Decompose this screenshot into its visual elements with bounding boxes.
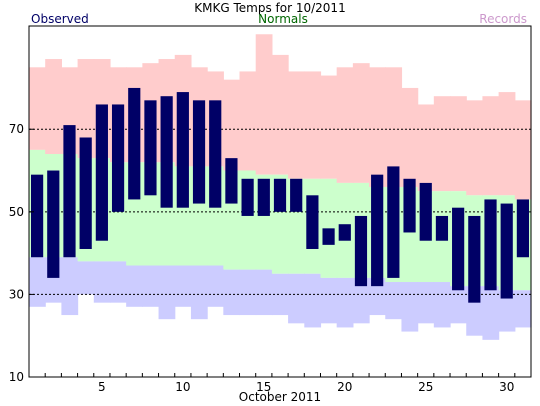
x-tick-label: 5 [98,380,106,394]
observed-bar [516,199,529,258]
record-low-band [352,277,370,324]
observed-bar [484,199,497,291]
record-low-band [93,261,111,303]
record-low-band [498,290,516,332]
record-high-band [45,59,62,155]
observed-bar [257,178,270,216]
observed-bar [128,87,141,200]
record-high-band [255,34,273,175]
x-tick-label: 25 [418,380,433,394]
record-low-band [288,273,305,324]
record-high-band [223,79,241,171]
record-high-band [288,71,305,179]
record-high-band [77,59,95,159]
observed-bar [111,104,125,212]
observed-bar [273,178,287,212]
chart-title: KMKG Temps for 10/2011 [194,1,345,15]
record-low-band [207,265,224,307]
legend-records: Records [479,12,527,26]
observed-bar [160,96,173,208]
x-tick-label: 30 [499,380,514,394]
observed-bar [371,174,384,287]
record-low-band [255,269,273,316]
record-high-band [498,92,516,196]
observed-bar [387,166,400,278]
y-tick-label: 70 [9,122,24,136]
record-high-band [466,100,484,196]
observed-bar [241,178,254,216]
observed-bar [192,100,206,204]
record-high-band [304,71,322,179]
record-low-band [223,269,241,316]
record-high-band [385,67,403,188]
record-low-band [174,265,192,307]
record-low-band [29,257,46,307]
x-axis-label: October 2011 [239,390,321,404]
record-high-band [271,54,289,175]
observed-bar [290,178,303,212]
y-tick-label: 30 [9,287,24,301]
observed-bar [452,207,465,291]
observed-bar [176,92,189,208]
record-low-band [417,282,435,324]
observed-bar [95,104,108,241]
observed-bar [47,170,60,278]
observed-bar [403,178,416,233]
record-low-band [142,265,160,307]
observed-bar [225,158,238,204]
record-high-band [514,100,532,200]
observed-bar [31,174,44,258]
record-low-band [109,261,127,303]
record-low-band [450,286,467,324]
record-low-band [304,273,322,328]
record-low-band [336,277,354,328]
record-high-band [482,96,500,196]
observed-bar [354,215,368,287]
record-high-band [320,75,338,179]
legend-observed: Observed [31,12,89,26]
record-high-band [417,104,435,192]
record-low-band [271,273,289,316]
record-low-band [190,265,208,320]
observed-bar [79,137,92,249]
record-low-band [514,290,532,328]
record-high-band [369,67,386,188]
record-low-band [77,261,95,295]
record-low-band [401,282,419,332]
record-low-band [126,265,143,307]
observed-bar [338,224,351,241]
record-high-band [239,71,257,171]
legend-normals: Normals [258,12,308,26]
record-low-band [369,277,386,316]
record-low-band [61,257,79,316]
observed-bar [419,182,432,241]
record-low-band [158,265,176,320]
record-low-band [385,282,403,320]
record-low-band [433,282,451,328]
record-high-band [450,96,467,192]
plot-frame [28,25,532,378]
observed-bar [468,215,481,303]
y-tick-label: 50 [9,205,24,219]
record-high-band [352,63,370,183]
observed-bar [306,195,319,249]
x-tick-label: 20 [337,380,352,394]
record-low-band [320,277,338,324]
observed-bar [209,100,222,208]
record-high-band [433,96,451,192]
record-low-band [239,269,257,316]
x-tick-label: 15 [256,380,271,394]
record-high-band [401,87,419,188]
observed-bar [322,228,335,245]
observed-bar [63,125,76,258]
x-tick-label: 10 [175,380,190,394]
record-high-band [29,67,46,150]
record-low-band [482,286,500,340]
observed-bar [435,215,449,241]
record-high-band [336,67,354,183]
observed-bar [144,100,157,196]
y-tick-label: 10 [9,370,24,384]
observed-bar [500,203,513,299]
